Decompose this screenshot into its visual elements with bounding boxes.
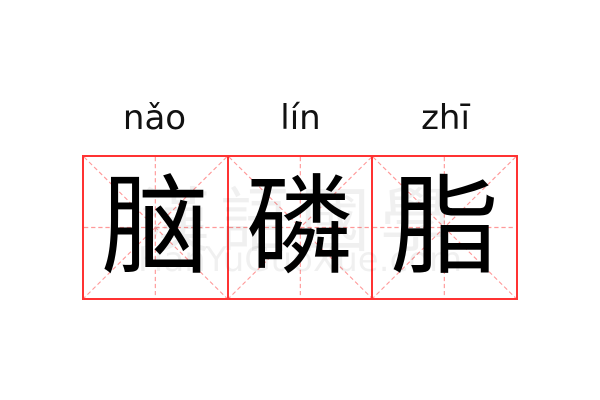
- watermark-latin: HanYuGuoXue.com: [137, 240, 463, 280]
- tianzige-grid: 脑 磷 脂: [82, 155, 518, 300]
- hanzi-1: 脑: [101, 164, 210, 290]
- grid-guides: [373, 157, 517, 298]
- char-cell-2: 磷: [226, 157, 372, 298]
- watermark-chinese: 漢語國學: [140, 180, 460, 262]
- grid-guides: [228, 157, 372, 298]
- pinyin-3: zhī: [421, 98, 470, 138]
- pinyin-2: lín: [280, 98, 321, 138]
- hanzi-2: 磷: [246, 164, 355, 290]
- char-cell-1: 脑: [84, 157, 227, 298]
- pinyin-1: nǎo: [122, 98, 187, 138]
- hanzi-3: 脂: [390, 164, 499, 290]
- char-cell-3: 脂: [371, 157, 517, 298]
- grid-guides: [84, 157, 227, 298]
